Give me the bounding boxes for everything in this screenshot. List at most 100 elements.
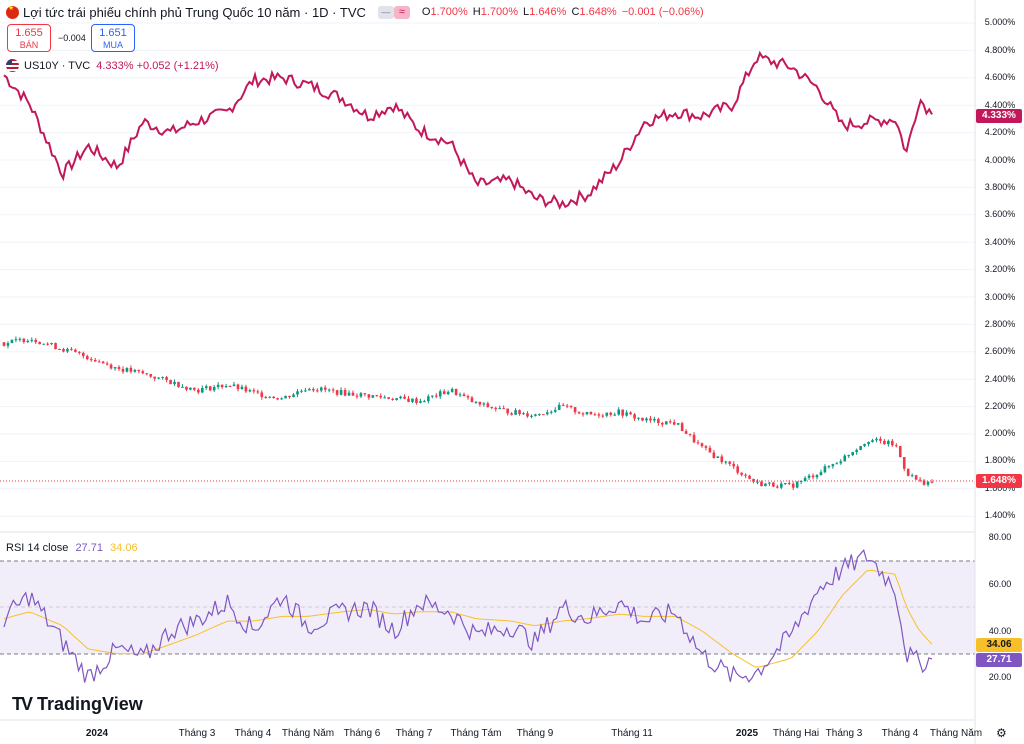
candle-body xyxy=(526,413,529,417)
sell-button[interactable]: 1.655 BÁN xyxy=(7,24,51,52)
candle-body xyxy=(783,483,787,485)
candle-body xyxy=(906,468,910,476)
candle-body xyxy=(510,413,513,415)
candle-body xyxy=(764,483,767,487)
candle-body xyxy=(847,455,851,457)
approx-icon[interactable]: ≈ xyxy=(393,5,410,19)
rsi-tick: 40.00 xyxy=(988,626,1012,636)
last-price-badge: 1.648% xyxy=(976,474,1022,488)
candle-body xyxy=(308,389,311,391)
candle-body xyxy=(803,477,807,481)
symbol-title[interactable]: Lợi tức trái phiếu chính phủ Trung Quốc … xyxy=(23,4,366,20)
candle-body xyxy=(66,348,69,352)
candle-body xyxy=(208,386,212,391)
candle-body xyxy=(359,393,363,397)
candle-body xyxy=(708,447,712,453)
price-tick: 4.000% xyxy=(984,155,1016,165)
candle-body xyxy=(224,386,228,388)
candle-body xyxy=(546,412,549,415)
price-tick: 3.600% xyxy=(984,209,1016,219)
candle-body xyxy=(720,456,724,463)
candle-body xyxy=(181,386,184,388)
candle-body xyxy=(379,395,383,398)
candle-body xyxy=(918,479,922,481)
candle-body xyxy=(141,371,145,374)
candle-body xyxy=(185,386,188,390)
candle-body xyxy=(565,405,569,407)
ohlc-high-value: 1.700% xyxy=(480,6,519,18)
candle-body xyxy=(339,390,343,395)
candle-body xyxy=(823,466,827,473)
candle-body xyxy=(581,413,585,415)
time-tick: 2025 xyxy=(735,728,759,739)
candle-body xyxy=(145,373,149,375)
candle-body xyxy=(752,478,755,482)
price-tick: 4.600% xyxy=(984,72,1016,82)
candle-body xyxy=(288,395,291,398)
price-tick: 4.800% xyxy=(984,45,1016,55)
rsi-tick: 20.00 xyxy=(988,672,1012,682)
candle-body xyxy=(914,475,918,480)
candle-body xyxy=(772,482,775,487)
rsi-tick: 80.00 xyxy=(988,532,1012,542)
candle-body xyxy=(597,414,601,416)
candle-body xyxy=(236,384,240,390)
candle-body xyxy=(85,356,89,360)
candle-body xyxy=(403,396,406,399)
candle-body xyxy=(649,418,652,421)
candle-body xyxy=(736,466,739,473)
candle-body xyxy=(530,415,533,417)
minus-icon[interactable]: — xyxy=(377,5,394,19)
spread-value: −0.004 xyxy=(58,33,86,43)
candle-body xyxy=(601,415,605,417)
rsi-legend[interactable]: RSI 14 close 27.71 34.06 xyxy=(6,542,138,554)
candle-body xyxy=(807,475,811,478)
candle-body xyxy=(153,376,157,379)
candle-body xyxy=(534,414,537,416)
candle-body xyxy=(419,401,422,403)
candle-body xyxy=(6,343,10,346)
candle-body xyxy=(641,417,644,421)
candle-body xyxy=(2,342,6,346)
price-tick: 2.200% xyxy=(984,401,1016,411)
candle-body xyxy=(470,397,474,403)
candle-body xyxy=(315,390,319,392)
ohlc-open-value: 1.700% xyxy=(430,6,468,18)
candle-body xyxy=(506,408,509,414)
us10y-price-badge: 4.333% xyxy=(976,109,1022,123)
candle-body xyxy=(637,417,640,419)
time-tick: Tháng 11 xyxy=(611,728,653,739)
tradingview-logo[interactable]: TV TradingView xyxy=(12,694,143,715)
compare-legend[interactable]: US10Y · TVC 4.333% +0.052 (+1.21%) xyxy=(6,59,219,72)
sell-price: 1.655 xyxy=(15,27,43,39)
candle-body xyxy=(633,414,636,419)
gear-icon[interactable]: ⚙ xyxy=(996,726,1007,740)
buy-button[interactable]: 1.651 MUA xyxy=(91,24,135,52)
time-tick: Tháng 3 xyxy=(178,728,216,739)
candle-body xyxy=(653,419,656,421)
candle-body xyxy=(232,384,236,387)
candle-body xyxy=(684,431,688,434)
candle-body xyxy=(542,414,545,416)
candle-body xyxy=(347,392,351,396)
candle-body xyxy=(768,482,771,484)
candle-body xyxy=(244,386,248,392)
candle-body xyxy=(664,421,668,425)
candle-body xyxy=(486,403,490,408)
price-tick: 4.200% xyxy=(984,127,1016,137)
candle-body xyxy=(157,377,160,379)
buy-price: 1.651 xyxy=(99,27,127,39)
candle-body xyxy=(105,363,109,365)
candle-body xyxy=(613,414,617,416)
rsi-line xyxy=(3,548,933,683)
candle-body xyxy=(744,474,747,476)
rsi-band-background xyxy=(0,561,975,654)
candle-body xyxy=(831,464,835,467)
price-tick: 3.200% xyxy=(984,264,1016,274)
candle-body xyxy=(883,440,886,445)
candle-body xyxy=(538,414,541,416)
rsi-ma-line xyxy=(3,569,933,668)
candle-body xyxy=(375,395,379,397)
candle-body xyxy=(438,391,442,397)
